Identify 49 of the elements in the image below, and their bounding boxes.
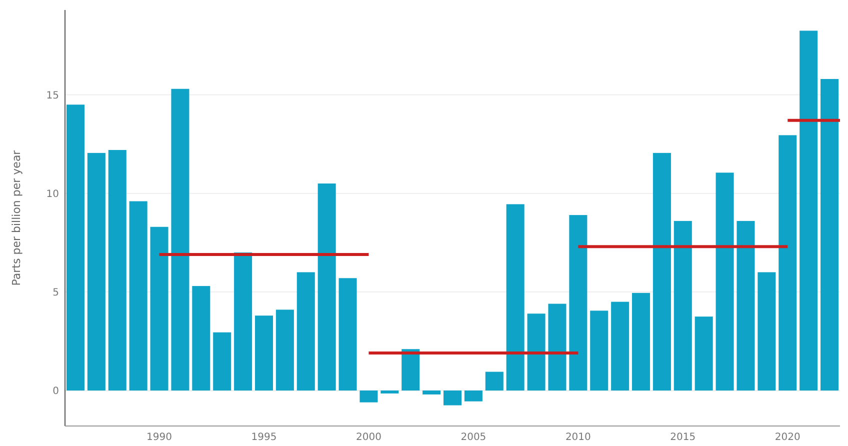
bar [296,272,315,391]
bar [150,226,168,391]
bar [360,390,378,402]
y-tick-label: 15 [46,90,59,102]
bar [234,252,252,391]
bar [171,88,190,391]
x-tick-label: 2015 [670,432,696,443]
bar [129,201,148,391]
bar [213,332,232,391]
bar [485,372,504,391]
bar [736,220,755,391]
bar [464,390,482,402]
bar [652,152,671,391]
x-tick-label: 1995 [251,432,277,443]
bar [820,79,839,391]
bar [66,104,84,391]
y-tick-label: 0 [52,386,59,398]
bar [87,152,106,391]
bar [569,215,588,391]
bar [778,135,797,391]
bar [506,204,524,391]
bar [800,30,818,391]
bar [611,302,630,391]
bar [380,390,399,394]
y-tick-label: 5 [52,287,59,298]
bar [590,310,608,391]
bar [527,314,546,391]
bar [674,220,692,391]
bar [694,316,713,391]
bar [758,272,776,391]
bar [716,172,734,391]
bar [318,184,336,391]
x-tick-label: 2020 [774,432,800,443]
y-axis-title: Parts per billion per year [10,150,23,286]
x-tick-label: 2010 [565,432,591,443]
bar [632,292,650,391]
bar [192,286,210,391]
bar [548,304,566,391]
bar [254,316,273,391]
y-tick-label: 10 [46,188,59,200]
bar [402,349,420,391]
bar [108,150,126,391]
bar [443,390,462,406]
bar [422,390,441,394]
x-tick-label: 2000 [356,432,382,443]
bar [276,310,294,391]
bar [338,278,357,391]
x-tick-label: 1990 [146,432,172,443]
x-tick-label: 2005 [460,432,486,443]
